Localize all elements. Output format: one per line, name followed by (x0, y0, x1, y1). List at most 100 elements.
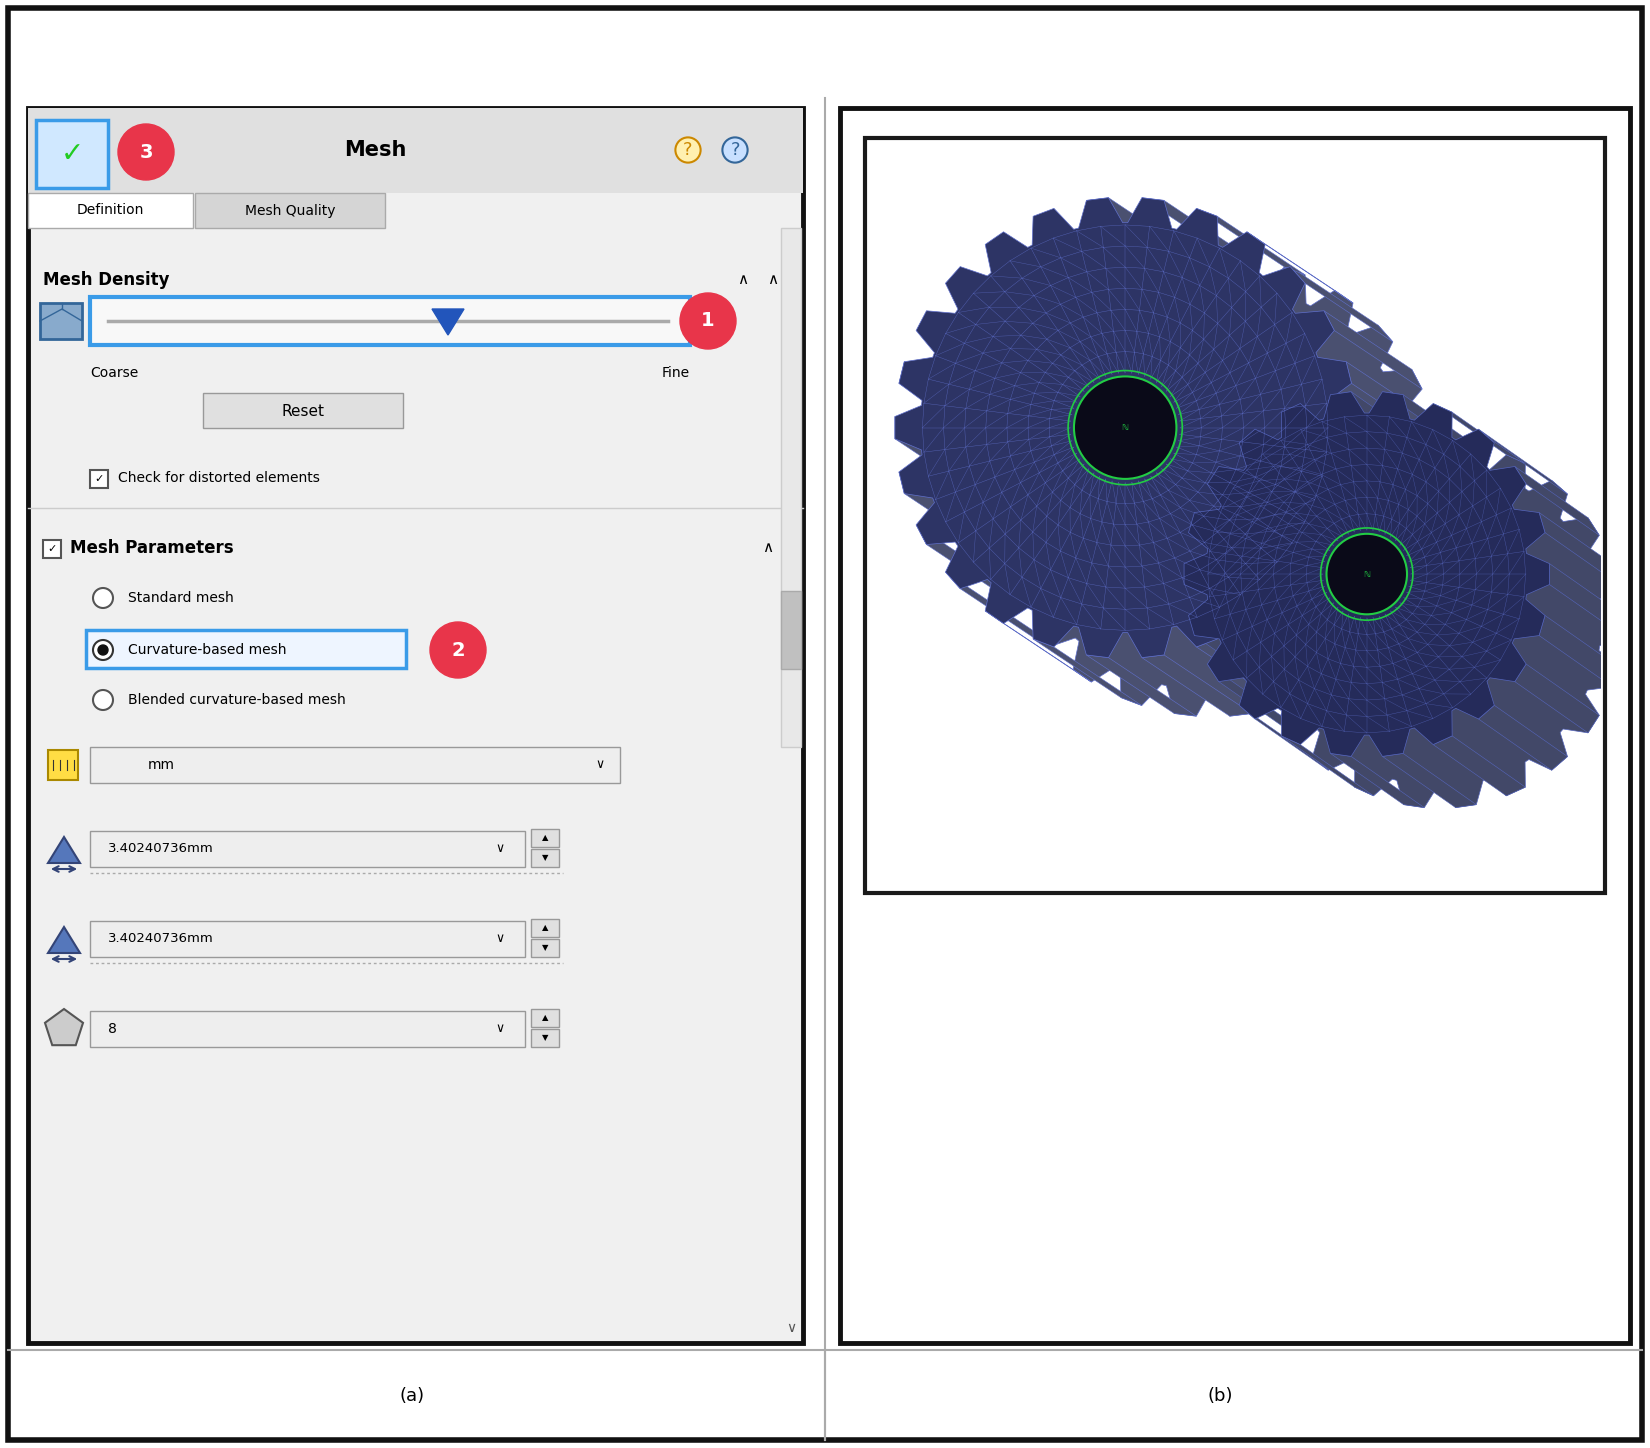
Polygon shape (1247, 232, 1353, 303)
Bar (195, 193, 384, 227)
Polygon shape (1336, 546, 1412, 599)
Text: ?: ? (731, 140, 739, 159)
Polygon shape (1076, 408, 1165, 472)
Polygon shape (1142, 198, 1252, 259)
Polygon shape (1383, 610, 1460, 662)
Polygon shape (1434, 404, 1525, 463)
Polygon shape (1389, 542, 1467, 595)
Polygon shape (1358, 534, 1434, 586)
Polygon shape (1102, 473, 1196, 534)
Polygon shape (1247, 611, 1353, 682)
Polygon shape (1086, 391, 1178, 453)
Polygon shape (1185, 392, 1549, 756)
Polygon shape (899, 362, 992, 442)
Polygon shape (1323, 311, 1422, 390)
Polygon shape (1396, 547, 1472, 601)
Text: Coarse: Coarse (91, 366, 139, 379)
Text: ∨: ∨ (495, 843, 505, 856)
Text: ▲: ▲ (541, 1014, 548, 1022)
Bar (531, 1030, 559, 1047)
Text: Check for distorted elements: Check for distorted elements (119, 471, 320, 485)
Bar (865, 138, 1605, 893)
Text: Mesh Quality: Mesh Quality (244, 204, 335, 217)
Polygon shape (1124, 376, 1218, 436)
Polygon shape (1135, 476, 1228, 537)
Polygon shape (1074, 420, 1163, 484)
Polygon shape (1239, 705, 1328, 770)
Circle shape (92, 588, 112, 608)
Polygon shape (1185, 563, 1257, 636)
Bar (91, 297, 690, 345)
Bar (28, 193, 193, 227)
Polygon shape (1539, 615, 1619, 686)
Polygon shape (1155, 466, 1247, 529)
Bar (531, 919, 559, 937)
Polygon shape (1163, 458, 1254, 521)
Polygon shape (1176, 427, 1264, 492)
Bar (28, 109, 804, 1342)
Text: 1: 1 (701, 311, 714, 330)
Polygon shape (1401, 553, 1477, 608)
Circle shape (97, 644, 107, 654)
Polygon shape (1336, 599, 1412, 654)
Polygon shape (1396, 598, 1472, 653)
Bar (28, 109, 804, 193)
Polygon shape (1401, 591, 1477, 646)
Polygon shape (1173, 439, 1264, 502)
Polygon shape (1079, 400, 1170, 462)
Text: 2: 2 (450, 640, 465, 659)
Polygon shape (1102, 379, 1196, 440)
Text: ✓: ✓ (48, 544, 56, 555)
Polygon shape (1350, 610, 1426, 663)
Bar (48, 750, 78, 780)
Text: (b): (b) (1208, 1387, 1233, 1405)
Text: 3.40240736mm: 3.40240736mm (107, 843, 214, 856)
Polygon shape (1076, 442, 1165, 505)
Polygon shape (48, 837, 79, 863)
Text: ∨: ∨ (785, 1321, 795, 1335)
Text: ∨: ∨ (495, 1022, 505, 1035)
Text: ∨: ∨ (596, 759, 604, 772)
Polygon shape (1170, 401, 1259, 465)
Polygon shape (1332, 552, 1406, 607)
Text: (a): (a) (399, 1387, 424, 1405)
Circle shape (680, 292, 736, 349)
Polygon shape (1033, 639, 1142, 705)
Polygon shape (1327, 576, 1401, 631)
Polygon shape (1328, 559, 1402, 615)
Text: ▲: ▲ (541, 924, 548, 933)
Bar (203, 392, 403, 429)
Text: ✓: ✓ (61, 140, 84, 168)
Polygon shape (1155, 385, 1247, 447)
Text: ℕ: ℕ (1363, 569, 1369, 579)
Text: ▼: ▼ (541, 944, 548, 953)
Circle shape (92, 691, 112, 710)
Polygon shape (1406, 562, 1480, 617)
Bar (91, 747, 620, 783)
Polygon shape (1145, 472, 1238, 533)
Polygon shape (985, 611, 1091, 682)
Bar (531, 830, 559, 847)
Polygon shape (1478, 705, 1568, 770)
Text: ℕ: ℕ (1122, 423, 1129, 432)
Polygon shape (1176, 423, 1264, 487)
Polygon shape (1124, 479, 1218, 537)
Polygon shape (1407, 569, 1480, 626)
Polygon shape (1358, 613, 1434, 665)
Text: Standard mesh: Standard mesh (129, 591, 234, 605)
Text: 3.40240736mm: 3.40240736mm (107, 933, 214, 946)
Polygon shape (899, 472, 992, 552)
Text: Fine: Fine (662, 366, 690, 379)
Polygon shape (432, 308, 464, 334)
Text: ✓: ✓ (94, 473, 104, 484)
Polygon shape (1366, 534, 1444, 585)
Polygon shape (1074, 430, 1163, 494)
Polygon shape (1086, 460, 1178, 523)
Text: Mesh Density: Mesh Density (43, 271, 170, 290)
Polygon shape (1389, 604, 1467, 659)
Polygon shape (1515, 466, 1599, 536)
Polygon shape (1341, 540, 1419, 594)
Polygon shape (1383, 753, 1477, 808)
Polygon shape (1188, 513, 1267, 584)
Polygon shape (1086, 198, 1196, 259)
